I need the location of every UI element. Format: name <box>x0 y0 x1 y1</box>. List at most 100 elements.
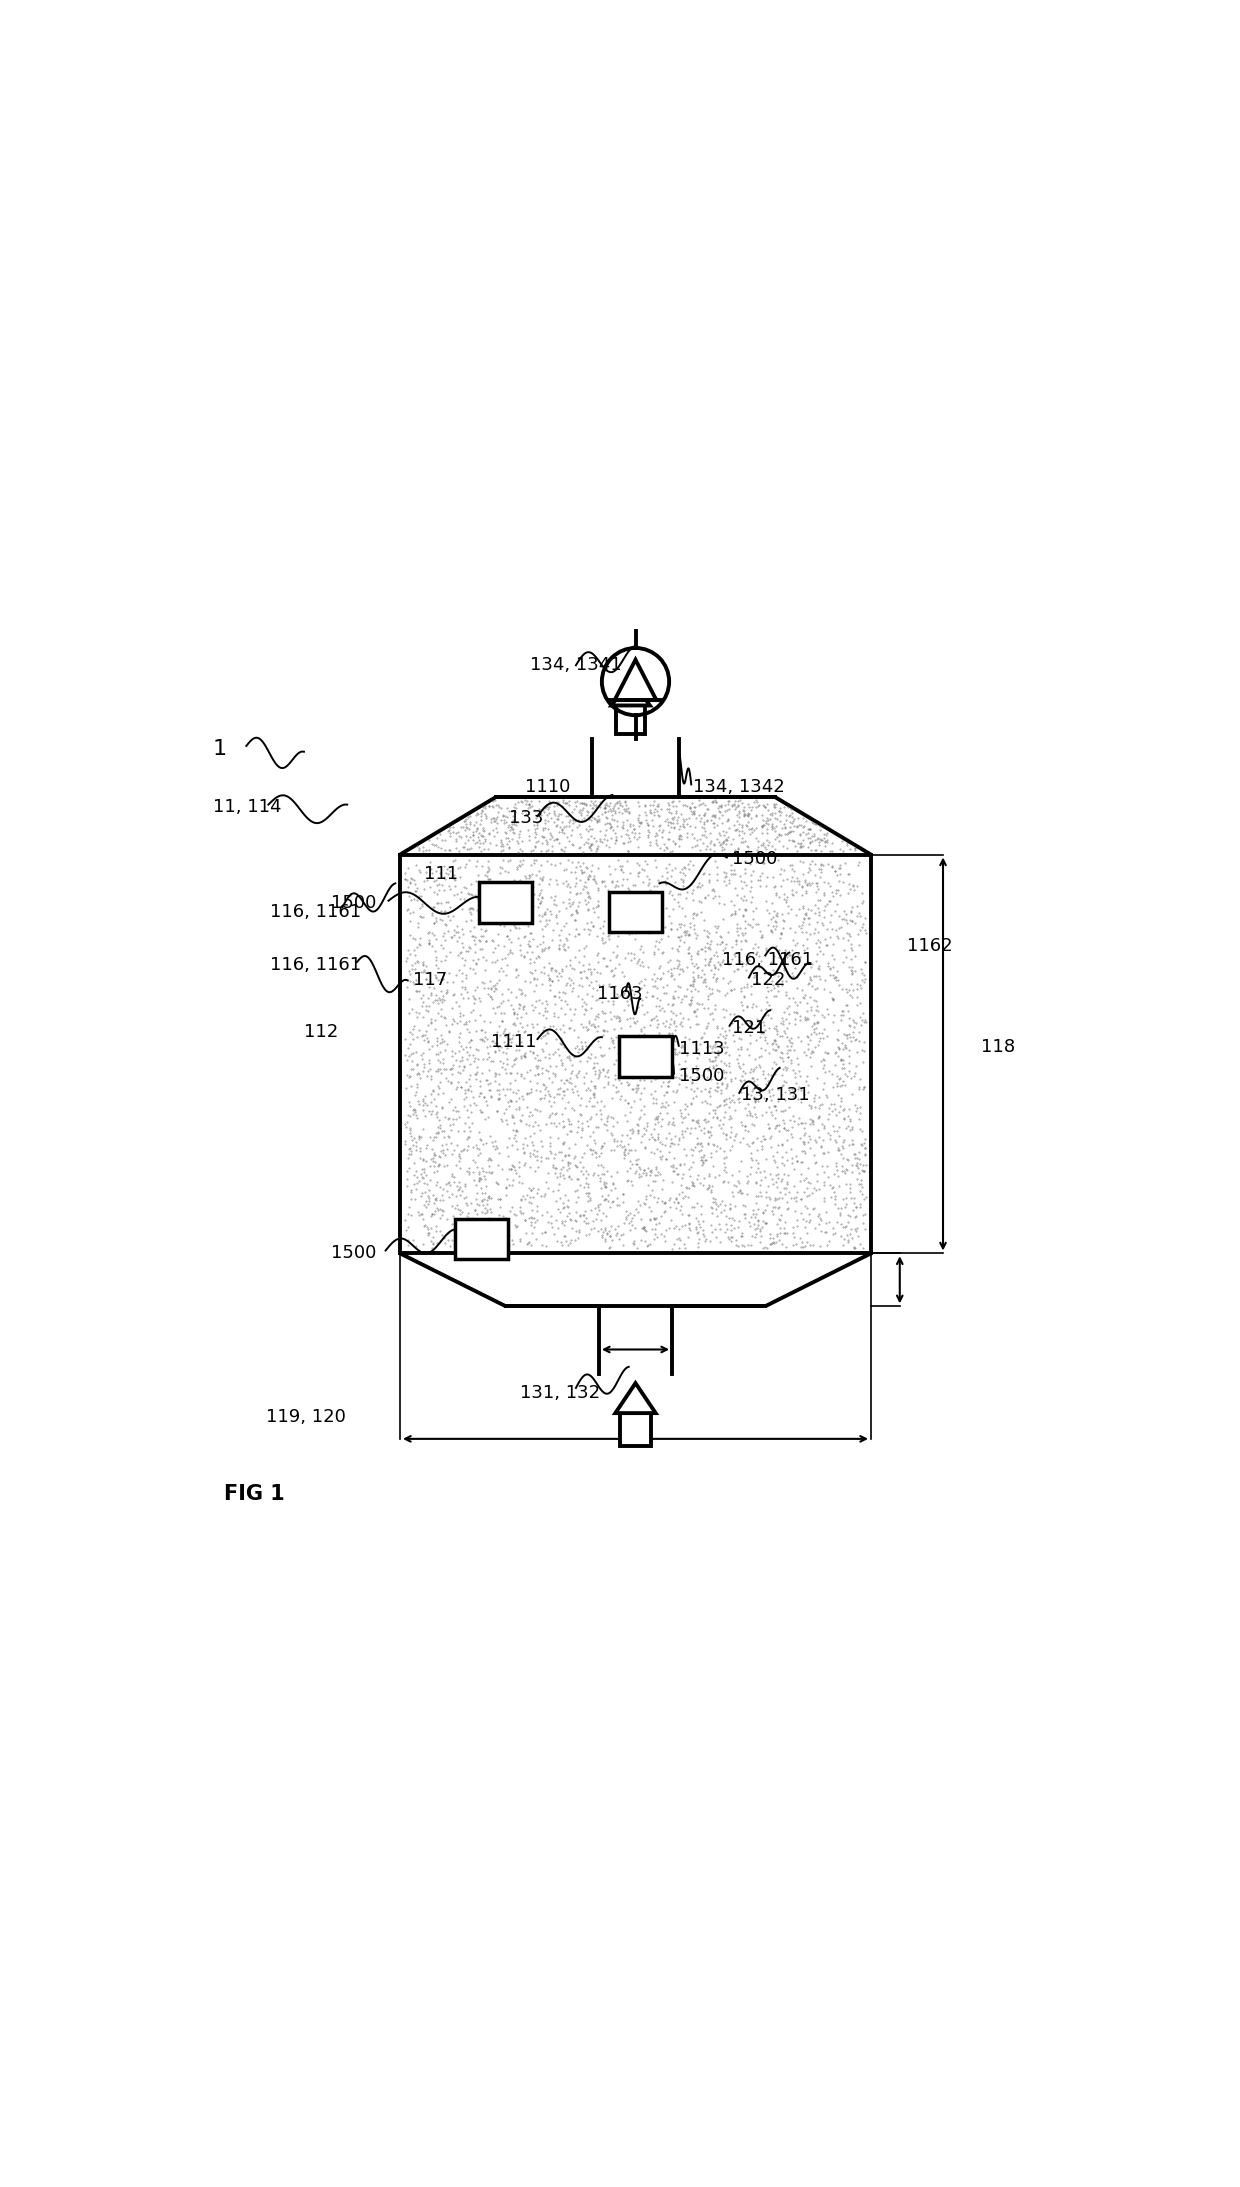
Point <box>553 1150 573 1185</box>
Point <box>843 1059 863 1094</box>
Point <box>520 940 539 975</box>
Point <box>494 908 513 943</box>
Point <box>456 831 476 866</box>
Point <box>569 1054 589 1089</box>
Point <box>729 1037 749 1072</box>
Point <box>624 1227 644 1262</box>
Point <box>588 1019 608 1054</box>
Point <box>489 1212 508 1247</box>
Point <box>578 1183 598 1218</box>
Point <box>489 794 508 829</box>
Point <box>471 803 491 838</box>
Point <box>774 943 794 978</box>
Point <box>771 1076 791 1111</box>
Point <box>547 800 567 835</box>
Point <box>533 925 553 960</box>
Point <box>663 783 683 818</box>
Point <box>832 1148 852 1183</box>
Point <box>500 1072 520 1107</box>
Point <box>665 1120 684 1155</box>
Point <box>435 1032 455 1067</box>
Point <box>704 1028 724 1063</box>
Point <box>399 995 419 1030</box>
Point <box>472 1188 492 1223</box>
Point <box>723 1017 743 1052</box>
Point <box>670 818 689 853</box>
Point <box>755 1174 775 1209</box>
Point <box>697 831 717 866</box>
Point <box>630 805 650 840</box>
Point <box>728 783 748 818</box>
Point <box>758 908 777 943</box>
Point <box>662 1052 682 1087</box>
Point <box>603 1166 622 1201</box>
Point <box>427 1100 446 1135</box>
Point <box>619 818 639 853</box>
Point <box>532 1216 552 1251</box>
Point <box>539 796 559 831</box>
Point <box>797 1170 817 1205</box>
Point <box>800 905 820 940</box>
Point <box>402 1137 422 1172</box>
Point <box>714 1045 734 1080</box>
Point <box>440 1052 460 1087</box>
Point <box>564 1094 584 1128</box>
Point <box>472 1223 492 1258</box>
Point <box>606 980 626 1015</box>
Point <box>854 1069 874 1104</box>
Point <box>687 822 707 857</box>
Point <box>491 1203 511 1238</box>
Point <box>525 1205 544 1240</box>
Point <box>466 814 486 849</box>
Point <box>714 853 734 888</box>
Point <box>505 908 525 943</box>
Point <box>434 873 454 908</box>
Point <box>640 794 660 829</box>
Point <box>722 1214 742 1249</box>
Point <box>822 849 842 884</box>
Point <box>760 796 780 831</box>
Point <box>684 796 704 831</box>
Point <box>831 1002 851 1037</box>
Point <box>709 800 729 835</box>
Point <box>764 1227 784 1262</box>
Point <box>671 1030 691 1065</box>
Point <box>651 792 671 827</box>
Point <box>632 989 652 1024</box>
Point <box>621 916 641 951</box>
Point <box>491 888 511 923</box>
Point <box>594 1107 614 1142</box>
Point <box>719 866 739 901</box>
Point <box>755 1205 775 1240</box>
Point <box>491 829 511 864</box>
Point <box>424 1196 444 1231</box>
Point <box>614 1205 634 1240</box>
Point <box>467 796 487 831</box>
Point <box>785 1194 805 1229</box>
Point <box>485 805 505 840</box>
Point <box>556 995 575 1030</box>
Point <box>836 1188 856 1223</box>
Point <box>496 805 516 840</box>
Point <box>795 1002 815 1037</box>
Point <box>438 1148 458 1183</box>
Point <box>672 1113 692 1148</box>
Point <box>570 862 590 897</box>
Point <box>805 1170 825 1205</box>
Point <box>663 986 683 1021</box>
Point <box>789 1019 808 1054</box>
Point <box>729 1010 749 1045</box>
Point <box>560 888 580 923</box>
Point <box>414 870 434 905</box>
Point <box>711 818 730 853</box>
Point <box>434 849 454 884</box>
Point <box>773 1041 792 1076</box>
Point <box>475 899 495 934</box>
Point <box>578 960 598 995</box>
Point <box>709 886 729 921</box>
Point <box>410 1131 430 1166</box>
Point <box>433 980 453 1015</box>
Point <box>784 980 804 1015</box>
Point <box>808 914 828 949</box>
Point <box>727 1227 746 1262</box>
